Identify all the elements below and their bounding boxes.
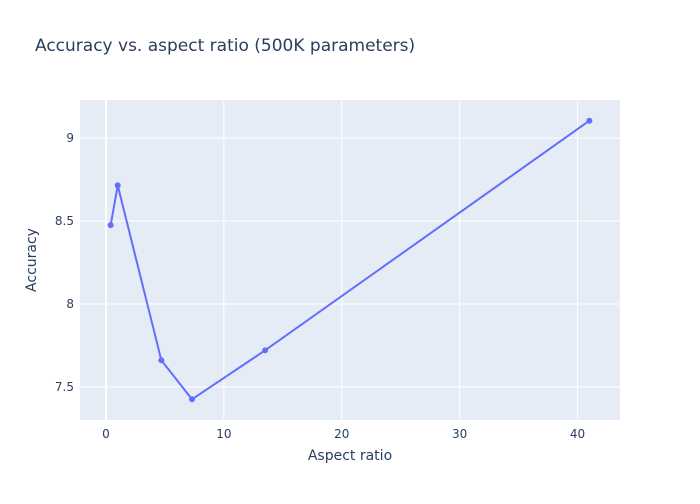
y-tick-label: 8 [66, 297, 74, 311]
x-tick-label: 10 [216, 427, 231, 441]
x-tick-label: 30 [452, 427, 467, 441]
x-tick-label: 20 [334, 427, 349, 441]
data-point[interactable] [158, 357, 165, 364]
data-point[interactable] [189, 396, 196, 403]
series-line [109, 119, 590, 401]
data-point[interactable] [114, 182, 121, 189]
y-tick-label: 9 [66, 131, 74, 145]
tick-labels: 0 10 20 30 40 7.5 8 8.5 9 [55, 131, 585, 441]
x-axis-label: Aspect ratio [308, 448, 392, 464]
y-axis-label: Accuracy [24, 228, 40, 292]
grid-lines [80, 100, 620, 420]
plot-area [80, 100, 620, 420]
data-point[interactable] [107, 222, 114, 229]
series-layer [107, 117, 593, 403]
x-tick-label: 40 [570, 427, 585, 441]
data-point[interactable] [262, 347, 269, 354]
data-point[interactable] [586, 117, 593, 124]
y-tick-label: 8.5 [55, 214, 74, 228]
y-tick-label: 7.5 [55, 380, 74, 394]
chart-title: Accuracy vs. aspect ratio (500K paramete… [35, 36, 415, 56]
x-tick-label: 0 [102, 427, 110, 441]
